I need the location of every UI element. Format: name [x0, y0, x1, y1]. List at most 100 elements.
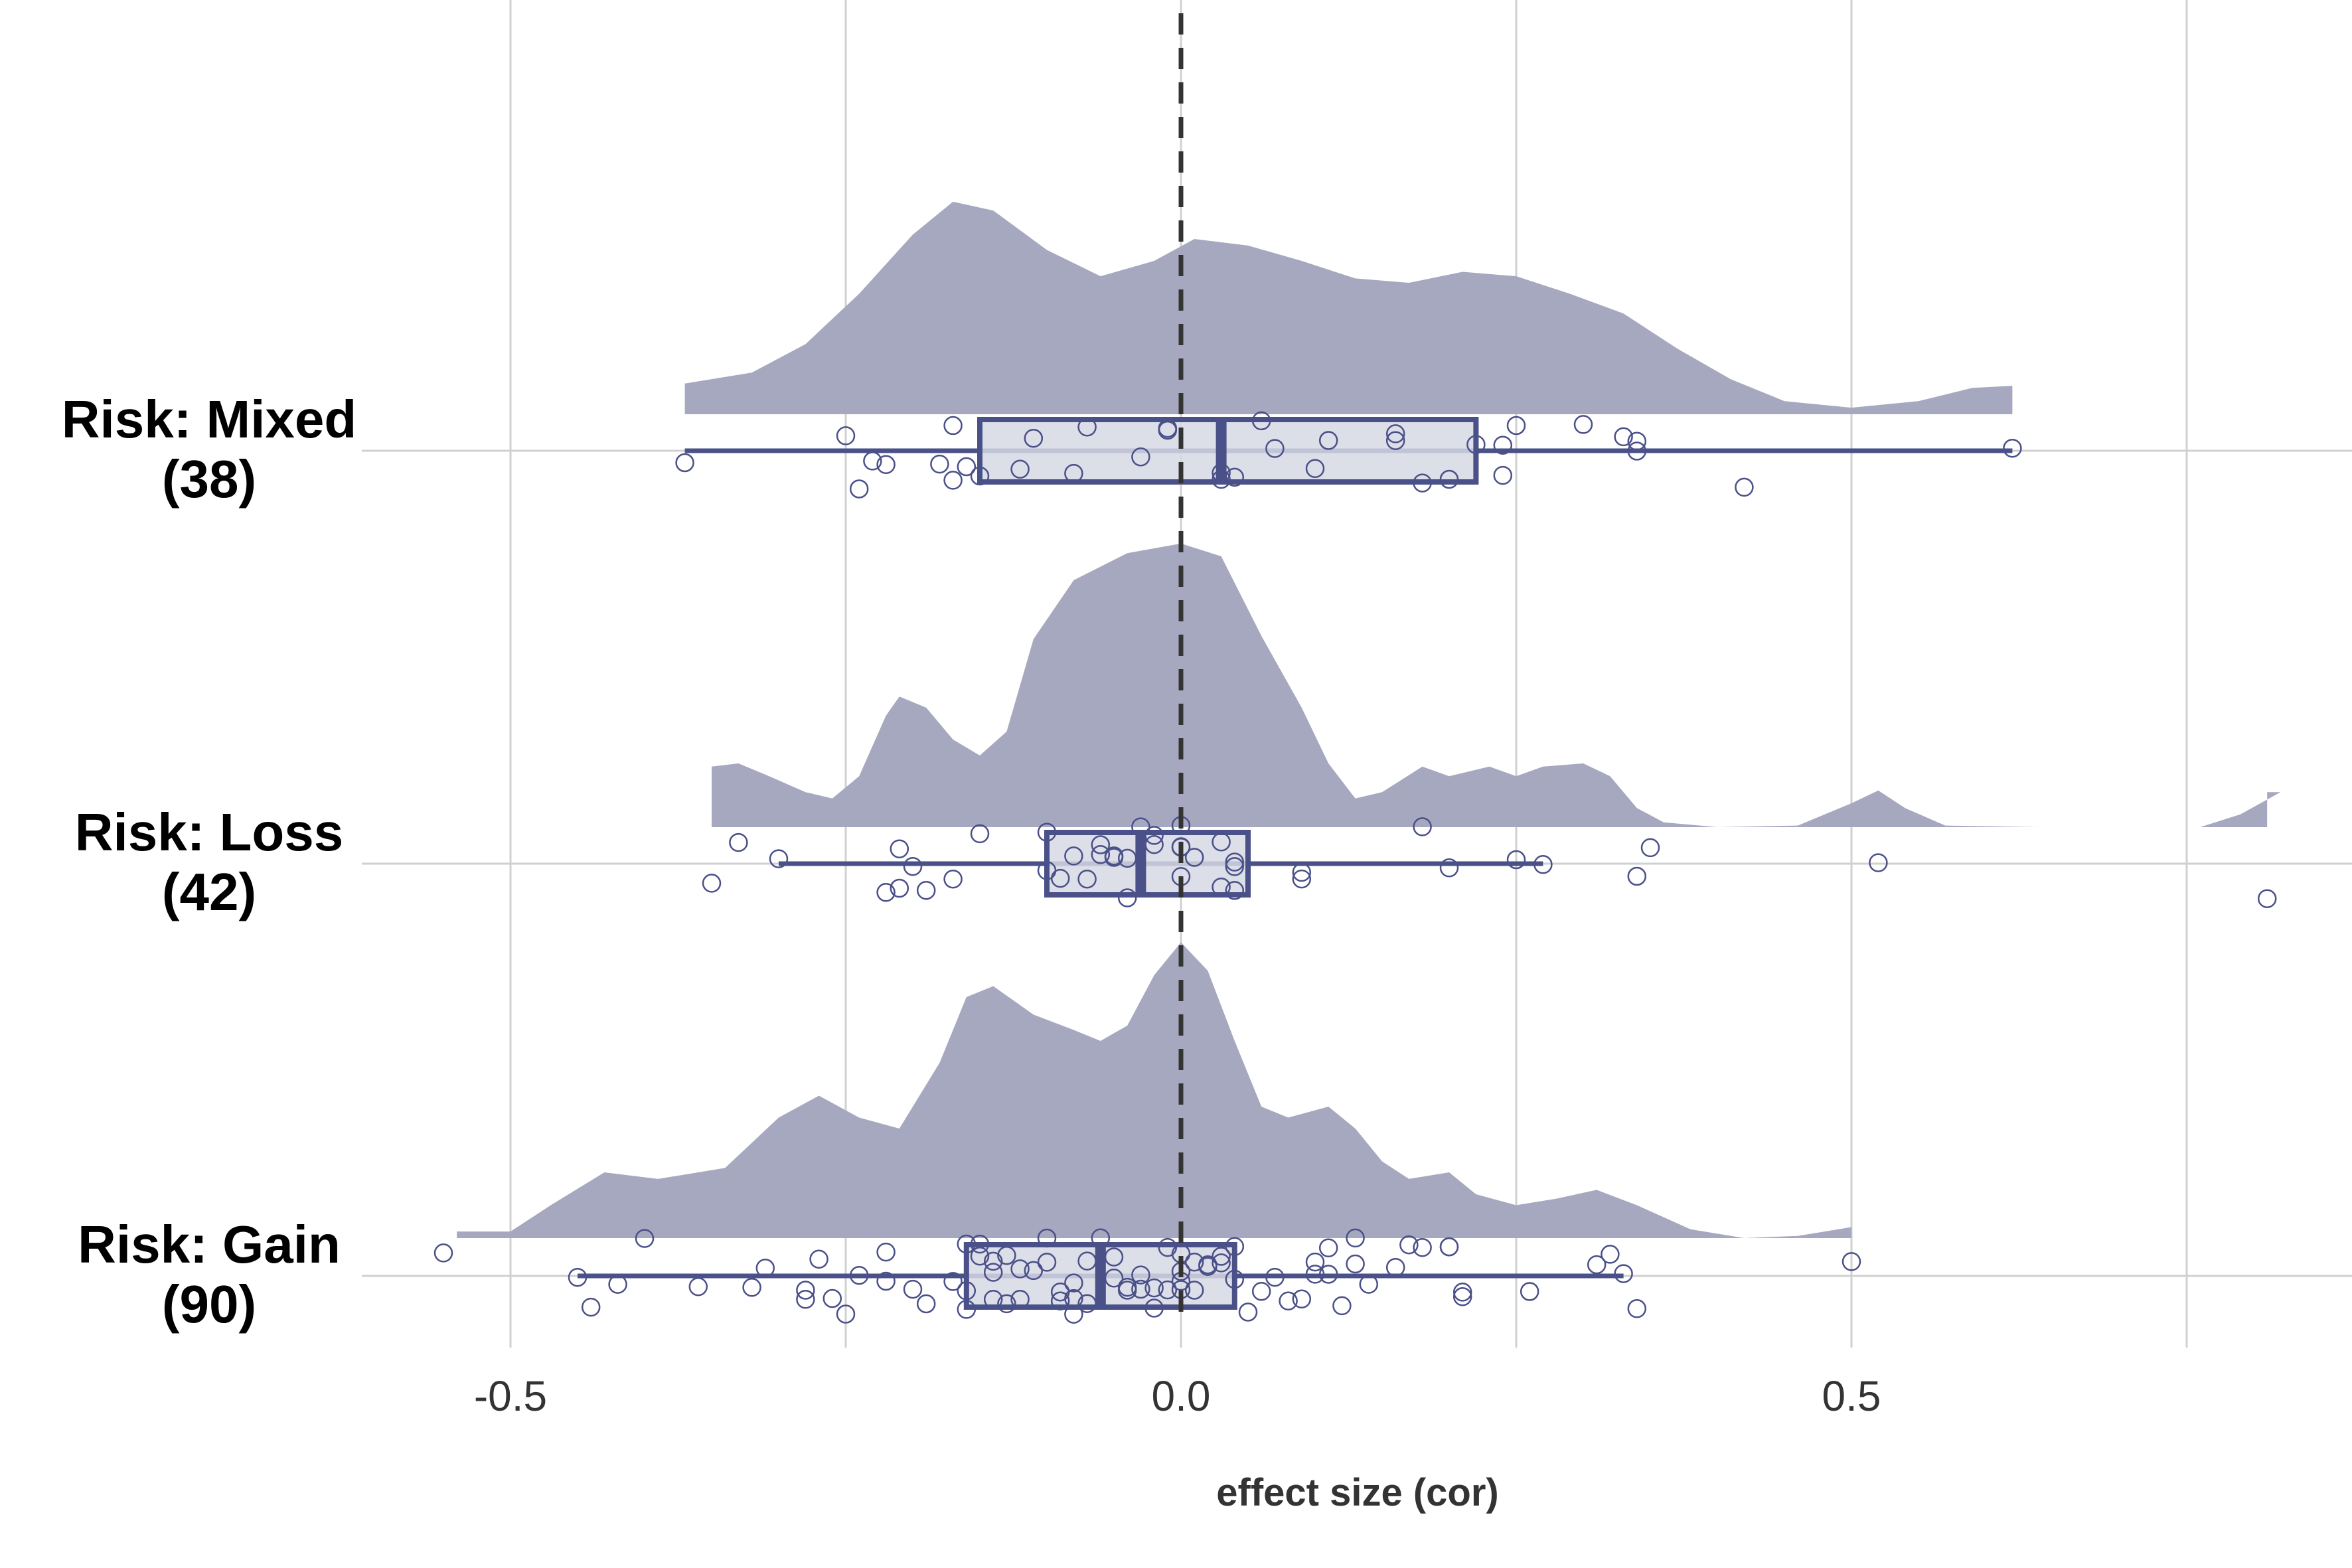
- data-point: [742, 1278, 761, 1297]
- data-point: [1077, 869, 1097, 889]
- data-point: [876, 1271, 896, 1291]
- data-point: [1212, 877, 1231, 897]
- data-point: [903, 1279, 923, 1299]
- data-point: [1413, 473, 1432, 493]
- data-point: [1212, 463, 1231, 483]
- data-point: [1077, 1251, 1097, 1271]
- data-point: [1332, 1296, 1352, 1316]
- data-point: [796, 1290, 815, 1309]
- data-point: [1091, 835, 1111, 854]
- data-point: [983, 1290, 1003, 1309]
- data-point: [1318, 431, 1338, 450]
- data-point: [1024, 428, 1044, 448]
- data-point: [863, 451, 882, 471]
- data-point: [1037, 823, 1057, 842]
- data-point: [1385, 1257, 1405, 1277]
- data-point: [1050, 1291, 1070, 1311]
- data-point: [1104, 848, 1124, 867]
- data-point: [1091, 845, 1111, 864]
- data-point: [983, 1251, 1003, 1271]
- data-point: [1104, 1269, 1124, 1288]
- density-cloud-2: [457, 942, 1852, 1238]
- data-point: [1064, 463, 1083, 483]
- data-point: [1131, 447, 1150, 467]
- data-point: [957, 457, 977, 477]
- data-point: [1439, 1237, 1459, 1257]
- data-point: [1292, 862, 1312, 882]
- density-cloud-1: [712, 543, 2281, 827]
- data-point: [836, 1304, 856, 1324]
- data-point: [836, 426, 856, 445]
- data-point: [1506, 416, 1526, 435]
- data-point: [1439, 469, 1459, 489]
- data-point: [796, 1281, 815, 1300]
- density-layer: [457, 201, 2281, 1238]
- data-point: [997, 1245, 1016, 1265]
- data-point: [1265, 1267, 1285, 1287]
- category-count-1: (42): [162, 862, 256, 921]
- data-point: [1225, 467, 1245, 487]
- data-point: [970, 466, 990, 486]
- data-point: [1452, 1283, 1472, 1302]
- data-point: [1279, 1291, 1298, 1311]
- data-point: [1010, 1290, 1030, 1309]
- data-point: [1346, 1254, 1365, 1274]
- data-point: [876, 1242, 896, 1262]
- data-point: [1184, 1281, 1204, 1300]
- data-point: [1614, 1264, 1633, 1283]
- data-point: [1573, 415, 1593, 434]
- data-point: [1064, 846, 1083, 866]
- x-axis-title: effect size (cor): [1216, 1471, 1498, 1514]
- data-point: [1117, 1281, 1137, 1300]
- data-point: [1359, 1275, 1379, 1294]
- data-point: [1318, 1265, 1338, 1284]
- data-point: [1131, 1279, 1150, 1299]
- data-point: [849, 479, 869, 499]
- data-point: [1064, 1273, 1083, 1293]
- x-tick-label: -0.5: [474, 1372, 547, 1420]
- data-point: [1265, 439, 1285, 458]
- data-point: [1385, 424, 1405, 443]
- data-point: [809, 1249, 828, 1269]
- data-point: [970, 824, 990, 844]
- data-point: [1305, 1252, 1325, 1272]
- data-point: [1452, 1287, 1472, 1306]
- data-point: [1144, 826, 1164, 845]
- data-point: [1144, 834, 1164, 854]
- data-point: [1117, 848, 1137, 868]
- data-point: [1493, 465, 1513, 485]
- data-point: [1212, 1247, 1231, 1266]
- data-point: [1627, 1299, 1647, 1318]
- density-cloud-0: [684, 201, 2013, 414]
- x-tick-label: 0.0: [1152, 1372, 1211, 1420]
- data-point: [876, 883, 896, 902]
- data-point: [943, 1272, 963, 1291]
- boxplot-layer: [578, 417, 2013, 1310]
- data-point: [1184, 848, 1204, 867]
- data-point: [1735, 477, 1754, 497]
- data-point: [1225, 857, 1245, 876]
- data-point: [1131, 1265, 1150, 1285]
- data-point: [1385, 431, 1405, 450]
- category-label-1: Risk: Loss: [75, 803, 344, 862]
- data-point: [1413, 1237, 1432, 1257]
- data-point: [957, 1300, 977, 1319]
- x-tick-label: 0.5: [1822, 1372, 1881, 1420]
- data-point: [1627, 431, 1647, 451]
- data-point: [1037, 1228, 1057, 1248]
- data-point: [930, 454, 949, 474]
- data-point: [1104, 1247, 1124, 1267]
- data-point: [2003, 438, 2022, 458]
- data-point: [1064, 1289, 1083, 1308]
- data-point: [1318, 1238, 1338, 1258]
- data-point: [1587, 1255, 1607, 1275]
- data-point: [1614, 427, 1633, 447]
- data-point: [755, 1259, 775, 1278]
- data-point: [1520, 1282, 1539, 1301]
- data-point: [916, 1294, 936, 1314]
- data-point: [1212, 832, 1231, 852]
- data-point: [1466, 435, 1486, 454]
- data-point: [608, 1275, 627, 1294]
- data-point: [823, 1289, 842, 1308]
